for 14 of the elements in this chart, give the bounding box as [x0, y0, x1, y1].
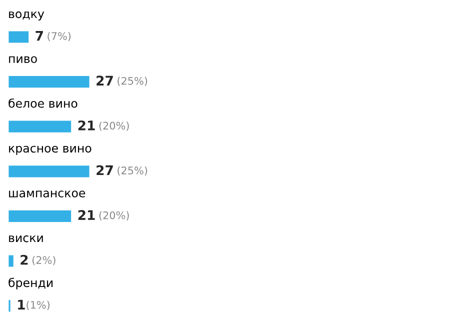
y-tick-label: шампанское [9, 190, 86, 198]
y-tick-label: пиво [9, 56, 37, 64]
data-label: 27 (25%) [96, 76, 148, 86]
y-tick-label: водку [9, 11, 44, 20]
data-label: 21 (20%) [78, 120, 129, 131]
y-tick-label: виски [9, 235, 43, 242]
data-label: 21 (20%) [78, 210, 129, 220]
y-tick-label: красное вино [9, 146, 92, 155]
y-tick-label: бренди [8, 278, 53, 290]
data-label: 27 (25%) [96, 165, 148, 176]
data-label: 1(1%) [18, 300, 50, 310]
data-label: 2 (2%) [20, 254, 56, 266]
y-tick-label: белое вино [8, 98, 78, 108]
data-label: 7 (7%) [36, 31, 71, 42]
